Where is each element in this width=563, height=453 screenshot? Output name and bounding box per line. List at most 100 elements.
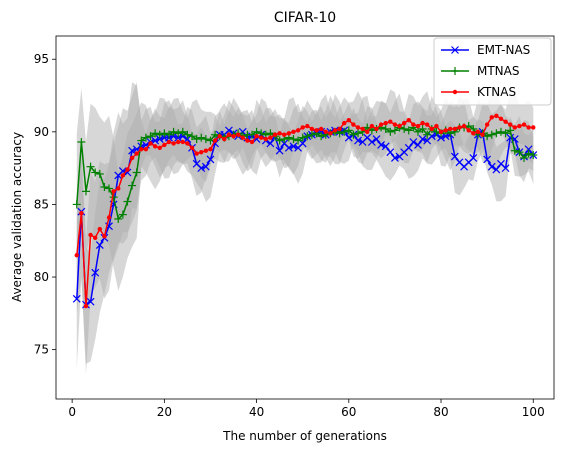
point-ktnas [314,128,319,133]
point-mtnas [298,133,307,142]
point-emt-nas [427,132,436,141]
point-mtnas [487,130,496,139]
point-ktnas [392,122,398,127]
point-ktnas [378,122,384,127]
point-ktnas [480,132,485,137]
y-tick-label: 75 [34,343,49,357]
point-ktnas [517,123,522,129]
point-emt-nas [450,152,459,161]
point-mtnas [137,136,146,145]
point-ktnas [157,145,162,151]
point-mtnas [390,126,399,135]
x-tick-label: 40 [249,405,264,419]
point-emt-nas [91,268,100,277]
point-ktnas [351,122,356,127]
point-mtnas [386,127,395,136]
point-emt-nas [437,133,445,142]
point-mtnas [95,169,104,178]
line-mtnas [76,125,534,220]
point-emt-nas [372,135,381,144]
point-ktnas [337,126,342,132]
point-ktnas [74,253,79,258]
point-emt-nas [289,142,298,151]
point-ktnas [106,215,112,220]
point-mtnas [192,135,201,144]
point-ktnas [305,123,310,129]
point-mtnas [77,137,86,146]
band-ktnas [76,82,534,374]
point-ktnas [415,123,421,129]
point-ktnas [282,132,287,137]
point-emt-nas [418,135,427,144]
point-ktnas [360,126,365,132]
point-mtnas [151,129,160,138]
point-mtnas [81,187,90,196]
point-mtnas [174,129,183,138]
point-mtnas [211,130,220,139]
point-ktnas [79,210,84,216]
point-ktnas [388,119,393,124]
point-ktnas [475,129,481,135]
point-ktnas [134,151,139,156]
chart-title: CIFAR-10 [274,10,336,26]
point-ktnas [494,113,499,119]
point-ktnas [346,118,352,123]
point-emt-nas [155,135,164,144]
point-mtnas [132,168,141,177]
point-emt-nas [381,142,390,151]
point-ktnas [139,147,144,152]
point-mtnas [289,135,298,144]
plot-frame [55,35,555,400]
point-ktnas [406,118,411,123]
point-ktnas [258,135,264,140]
point-emt-nas [86,297,95,306]
point-ktnas [245,138,250,143]
point-mtnas [294,136,303,145]
point-mtnas [483,132,492,141]
point-emt-nas [284,143,293,152]
point-ktnas [175,139,181,145]
point-emt-nas [492,165,501,174]
point-mtnas [423,130,432,139]
point-mtnas [275,136,284,145]
point-emt-nas [354,136,362,145]
point-mtnas [501,129,510,138]
point-mtnas [188,132,197,141]
point-ktnas [143,147,149,152]
point-mtnas [349,130,358,139]
point-ktnas [461,123,467,129]
line-ktnas [76,115,534,307]
point-ktnas [323,129,328,135]
point-ktnas [166,139,172,145]
point-ktnas [484,122,490,127]
point-mtnas [146,132,155,141]
point-emt-nas [386,148,395,157]
point-mtnas [340,127,349,136]
point-mtnas [520,153,529,162]
x-tick-label: 60 [341,405,356,419]
point-emt-nas [224,126,233,135]
point-emt-nas [95,241,104,250]
legend-marker-emt-nas [451,46,459,54]
point-ktnas [102,234,107,239]
point-mtnas [492,129,501,138]
series-layer [72,113,538,309]
x-axis-label: The number of generations [222,429,387,443]
point-ktnas [498,116,504,121]
legend-label-mtnas: MTNAS [477,64,520,78]
point-ktnas [411,122,416,127]
point-emt-nas [501,164,510,173]
x-tick-label: 100 [522,405,545,419]
point-emt-nas [151,136,160,145]
point-emt-nas [201,162,210,171]
point-ktnas [466,128,471,133]
legend-label-emt-nas: EMT-NAS [477,43,530,57]
point-mtnas [86,162,95,171]
legend: EMT-NAS MTNAS KTNAS [433,37,552,106]
point-ktnas [120,173,126,178]
point-emt-nas [414,140,422,149]
point-ktnas [341,120,347,126]
point-mtnas [344,126,353,135]
point-ktnas [365,129,370,135]
point-ktnas [521,122,527,127]
